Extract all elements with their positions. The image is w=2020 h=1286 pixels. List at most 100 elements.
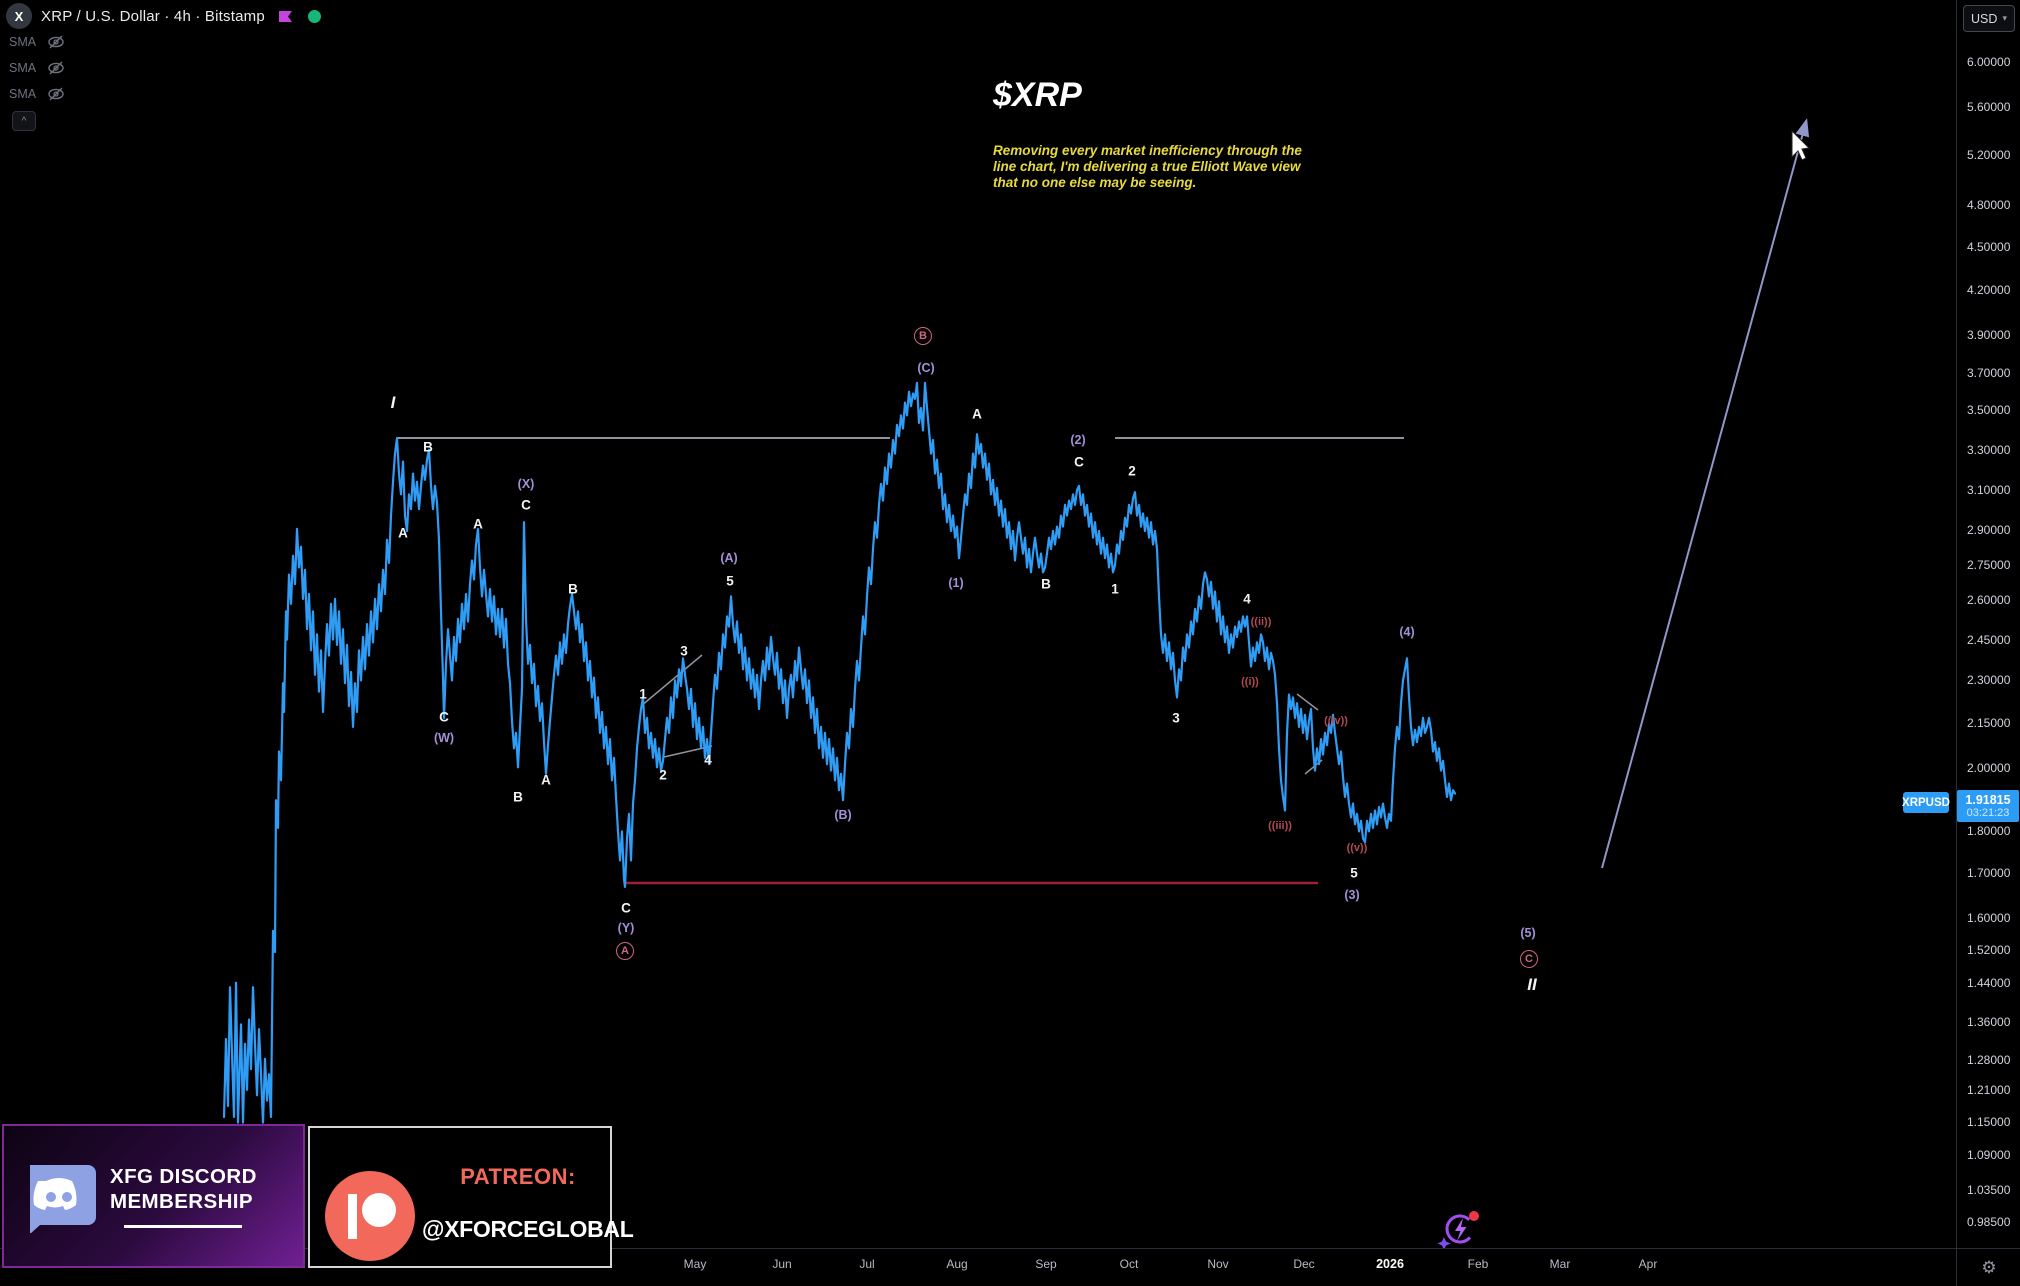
- price-axis[interactable]: USD ▾ 6.00000 5.60000 5.20000 4.80000 4.5000…: [1956, 0, 2020, 1248]
- wave-label[interactable]: (X): [517, 477, 535, 491]
- time-tick: Aug: [946, 1257, 968, 1271]
- wave-label[interactable]: (A): [720, 551, 738, 565]
- wave-label[interactable]: 3: [680, 643, 688, 659]
- wave-label[interactable]: B: [1041, 576, 1051, 592]
- wave-label[interactable]: A: [398, 525, 408, 541]
- circled-wave-label[interactable]: A: [616, 942, 634, 960]
- wave-label[interactable]: B: [513, 789, 523, 805]
- wave-label[interactable]: C: [1074, 454, 1084, 470]
- wave-label[interactable]: 5: [726, 573, 734, 589]
- wave-label[interactable]: 1: [1111, 581, 1119, 597]
- circled-wave-label[interactable]: B: [914, 327, 932, 345]
- price-tick: 3.10000: [1967, 483, 2011, 497]
- price-tick: 0.98500: [1967, 1215, 2011, 1229]
- wave-label[interactable]: (B): [834, 808, 852, 822]
- wave-label[interactable]: A: [972, 406, 982, 422]
- mouse-cursor-icon: [1791, 129, 1811, 161]
- patreon-logo-icon: [325, 1171, 415, 1261]
- symbol-logo[interactable]: X: [6, 3, 32, 29]
- eye-off-icon[interactable]: [47, 35, 65, 49]
- wave-label[interactable]: B: [568, 581, 578, 597]
- indicator-row-sma-3[interactable]: SMA: [9, 87, 65, 101]
- wave-label[interactable]: 5: [1350, 865, 1358, 881]
- wave-label[interactable]: ((iv)): [1324, 715, 1348, 727]
- trend-line[interactable]: [640, 654, 703, 707]
- price-tick: 1.03500: [1967, 1183, 2011, 1197]
- sparkle-icon: [1437, 1237, 1451, 1250]
- price-tick: 1.52000: [1967, 943, 2011, 957]
- underline-decoration: [124, 1225, 243, 1228]
- legend-collapse-button[interactable]: ^: [12, 111, 36, 131]
- wave-label[interactable]: (3): [1344, 888, 1360, 902]
- bar-countdown: 03:21:23: [1966, 807, 2010, 819]
- wave-label[interactable]: ((ii)): [1250, 616, 1272, 628]
- wave-label[interactable]: 2: [659, 767, 667, 783]
- price-tick: 2.90000: [1967, 523, 2011, 537]
- circled-wave-label[interactable]: C: [1520, 950, 1538, 968]
- drawn-trendlines[interactable]: [397, 437, 1404, 885]
- price-tick: 5.60000: [1967, 100, 2011, 114]
- time-tick: Sep: [1035, 1257, 1057, 1271]
- time-tick: Oct: [1119, 1257, 1139, 1271]
- currency-dropdown[interactable]: USD ▾: [1963, 5, 2015, 32]
- wave-label[interactable]: 2: [1128, 463, 1136, 479]
- symbol-title[interactable]: XRP / U.S. Dollar · 4h · Bitstamp: [41, 7, 265, 25]
- time-tick: Feb: [1467, 1257, 1489, 1271]
- eye-off-icon[interactable]: [47, 61, 65, 75]
- wave-label[interactable]: (Y): [617, 921, 635, 935]
- projection-trend-arrow[interactable]: [1601, 118, 1810, 869]
- wave-label[interactable]: A: [473, 516, 483, 532]
- wave-label[interactable]: B: [423, 439, 433, 455]
- price-tick: 1.28000: [1967, 1053, 2011, 1067]
- projection-arrow[interactable]: [1601, 118, 1810, 869]
- wave-label[interactable]: 4: [704, 752, 712, 768]
- currency-label: USD: [1971, 11, 1998, 26]
- wave-label[interactable]: II: [1527, 975, 1537, 994]
- time-tick: Mar: [1549, 1257, 1571, 1271]
- wave-label[interactable]: 4: [1243, 591, 1251, 607]
- wave-label[interactable]: (5): [1520, 926, 1536, 940]
- wave-label[interactable]: ((i)): [1241, 676, 1259, 688]
- patreon-handle: @XFORCEGLOBAL: [422, 1216, 634, 1242]
- wave-label[interactable]: C: [439, 709, 449, 725]
- notification-dot: [1469, 1211, 1479, 1221]
- time-tick: Jul: [859, 1257, 875, 1271]
- wave-label[interactable]: (1): [948, 576, 964, 590]
- wave-label[interactable]: (2): [1070, 433, 1086, 447]
- price-tick: 2.15000: [1967, 716, 2011, 730]
- time-tick: Jun: [772, 1257, 792, 1271]
- time-tick: Dec: [1293, 1257, 1315, 1271]
- wave-label[interactable]: 1: [639, 686, 647, 702]
- trend-line[interactable]: [1296, 693, 1319, 711]
- discord-line-1: XFG DISCORD: [110, 1165, 257, 1188]
- patreon-banner[interactable]: PATREON: @XFORCEGLOBAL: [308, 1126, 634, 1268]
- wave-label[interactable]: 3: [1172, 710, 1180, 726]
- flag-icon[interactable]: [278, 10, 293, 23]
- wave-label[interactable]: ((v)): [1346, 842, 1368, 854]
- wave-label[interactable]: C: [621, 900, 631, 916]
- xrp-price-line: [222, 381, 1457, 1124]
- lightning-icon: [1455, 1218, 1467, 1241]
- wave-label[interactable]: (W): [433, 731, 455, 745]
- wave-label[interactable]: A: [541, 772, 551, 788]
- wave-label[interactable]: (4): [1399, 625, 1415, 639]
- chart-annotation-note: Removing every market inefficiency throu…: [993, 143, 1302, 190]
- price-tick: 1.44000: [1967, 976, 2011, 990]
- time-tick: Nov: [1207, 1257, 1229, 1271]
- wave-label[interactable]: ((iii)): [1268, 820, 1292, 832]
- wave-label[interactable]: (C): [917, 361, 935, 375]
- time-tick: May: [683, 1257, 707, 1271]
- wave-label[interactable]: C: [521, 497, 531, 513]
- price-tick: 3.30000: [1967, 443, 2011, 457]
- gear-icon[interactable]: ⚙: [1981, 1257, 1997, 1278]
- discord-banner[interactable]: XFG DISCORD MEMBERSHIP: [2, 1124, 305, 1268]
- reload-chart-icon[interactable]: [1436, 1206, 1484, 1252]
- indicator-row-sma-2[interactable]: SMA: [9, 61, 65, 75]
- indicator-row-sma-1[interactable]: SMA: [9, 35, 65, 49]
- axis-settings-corner[interactable]: ⚙: [1956, 1248, 2020, 1286]
- wave-label[interactable]: I: [390, 393, 396, 412]
- symbol-legend[interactable]: X XRP / U.S. Dollar · 4h · Bitstamp: [6, 3, 321, 29]
- eye-off-icon[interactable]: [47, 87, 65, 101]
